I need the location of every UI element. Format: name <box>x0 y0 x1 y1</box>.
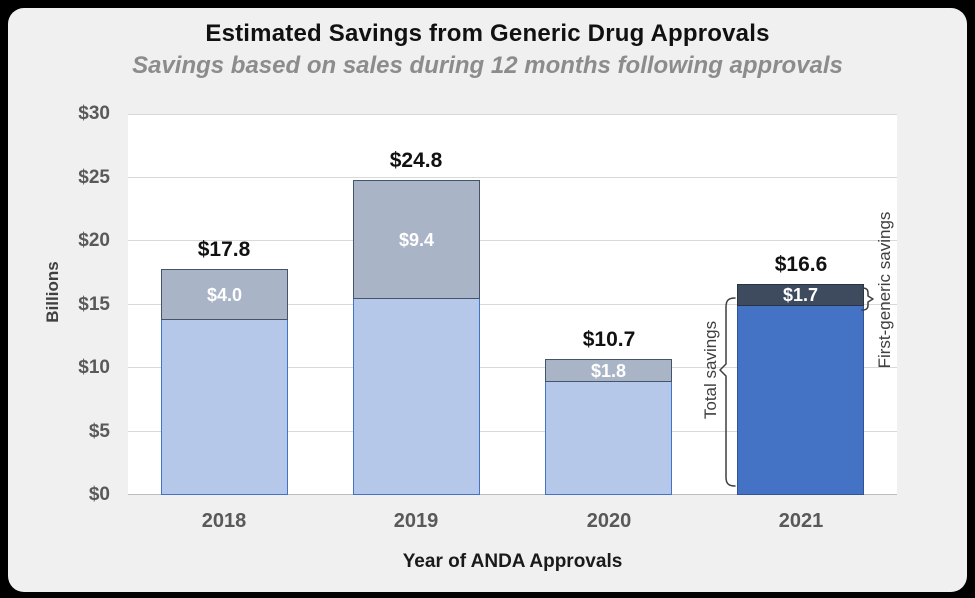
bar-segment-first-generic-2019: $9.4 <box>353 180 480 299</box>
bar-segment-lower-2020 <box>545 382 672 495</box>
x-tick-label-2021: 2021 <box>778 510 824 532</box>
plot-area: $4.0 $17.8 $9.4 $24.8 $1.8 $10.7 $1.7 $16.6 <box>128 114 897 495</box>
y-tick-label: $15 <box>78 294 110 315</box>
x-axis-title: Year of ANDA Approvals <box>402 551 623 572</box>
y-tick-label: $5 <box>88 421 110 442</box>
x-tick-label-2019: 2019 <box>393 510 439 532</box>
chart-card: Estimated Savings from Generic Drug Appr… <box>8 8 967 592</box>
x-tick-label-2018: 2018 <box>201 510 247 532</box>
y-axis-title: Billions <box>43 261 62 323</box>
bar-segment-first-generic-2020: $1.8 <box>545 359 672 382</box>
gridline <box>128 240 897 241</box>
gridline <box>128 177 897 178</box>
y-tick-label: $25 <box>78 167 110 188</box>
bar-segment-lower-2018 <box>161 320 288 495</box>
first-generic-savings-label: First-generic savings <box>875 211 894 369</box>
bar-segment-lower-2019 <box>353 299 480 495</box>
y-tick-label: $10 <box>78 357 110 378</box>
gridline <box>128 304 897 305</box>
y-tick-label: $20 <box>78 230 110 251</box>
y-tick-label: $0 <box>88 484 110 505</box>
total-value-label: $10.7 <box>582 328 636 351</box>
chart-region: Billions $4.0 $17.8 $9.4 $24.8 $1.8 $10.7 $1.7… <box>8 8 967 592</box>
total-value-label: $16.6 <box>774 253 828 276</box>
total-savings-brace-icon <box>719 297 736 487</box>
segment-value-label: $1.7 <box>782 285 819 305</box>
gridline <box>128 431 897 432</box>
first-generic-brace-icon <box>861 287 874 311</box>
bar-segment-first-generic-2021: $1.7 <box>737 284 864 306</box>
bar-segment-lower-2021 <box>737 306 864 495</box>
segment-value-label: $1.8 <box>590 360 627 381</box>
segment-value-label: $9.4 <box>398 229 435 250</box>
gridline <box>128 114 897 115</box>
bar-segment-first-generic-2018: $4.0 <box>161 269 288 320</box>
x-tick-label-2020: 2020 <box>586 510 632 532</box>
y-tick-label: $30 <box>78 103 110 124</box>
chart-title: Estimated Savings from Generic Drug Appr… <box>205 20 770 47</box>
gridline <box>128 494 897 495</box>
total-value-label: $24.8 <box>389 149 443 172</box>
total-savings-label: Total savings <box>701 320 720 420</box>
gridline <box>128 367 897 368</box>
segment-value-label: $4.0 <box>206 284 243 305</box>
chart-subtitle: Savings based on sales during 12 months … <box>132 52 843 79</box>
total-value-label: $17.8 <box>197 238 251 261</box>
